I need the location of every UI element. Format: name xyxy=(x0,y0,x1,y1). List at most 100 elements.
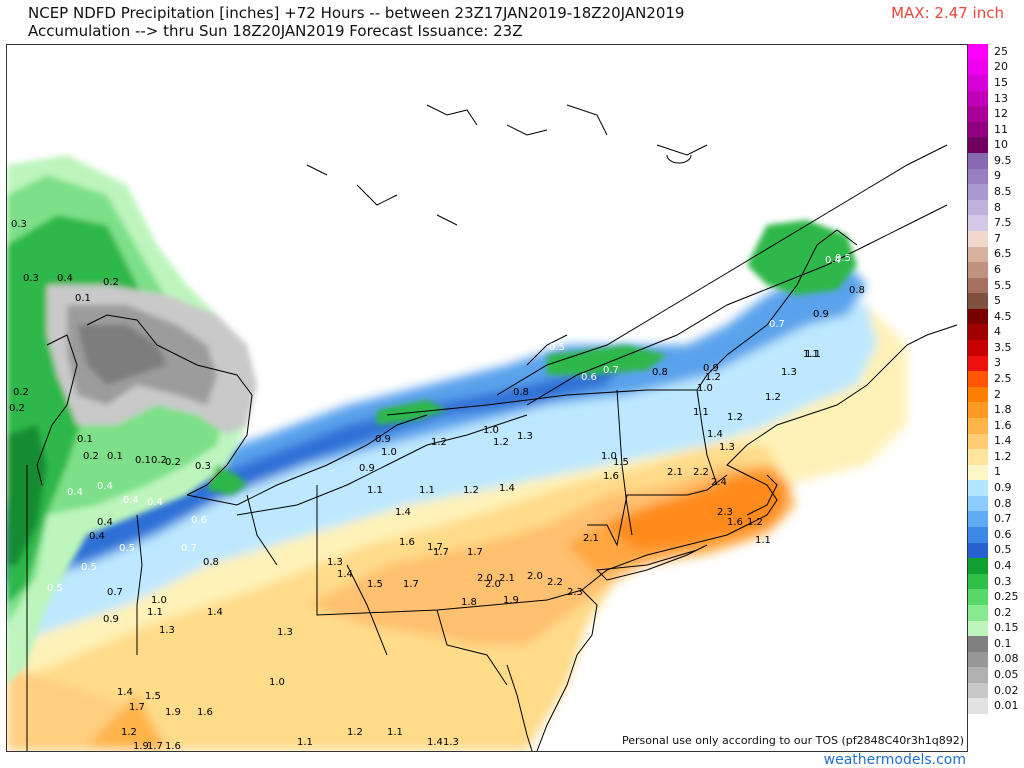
precip-value: 2.0 xyxy=(527,571,543,582)
legend-label: 4.5 xyxy=(994,309,1012,323)
legend-swatch xyxy=(968,262,988,279)
precip-value: 2.0 xyxy=(477,573,493,584)
precip-value: 0.4 xyxy=(123,495,139,506)
legend-label: 7 xyxy=(994,231,1001,245)
legend-label: 0.5 xyxy=(994,543,1012,557)
legend-label: 6.5 xyxy=(994,247,1012,261)
max-value-label: MAX: 2.47 inch xyxy=(891,4,1004,22)
precip-value: 0.5 xyxy=(549,342,565,353)
precip-value: 0.6 xyxy=(191,515,207,526)
precipitation-map: 0.3 0.4 0.2 0.3 0.1 0.2 0.2 0.1 0.2 0.1 0.1 0.2 0.2 0… xyxy=(6,44,968,752)
legend-label: 0.2 xyxy=(994,605,1012,619)
legend-swatch xyxy=(968,511,988,528)
legend-swatch xyxy=(968,246,988,263)
precip-value: 1.6 xyxy=(399,537,415,548)
precip-value: 1.2 xyxy=(121,727,137,738)
precip-value: 1.4 xyxy=(117,687,133,698)
legend-label: 0.9 xyxy=(994,481,1012,495)
precip-value: 0.3 xyxy=(23,273,39,284)
precip-value-labels: 0.30.4 0.20.30.10.20.20.10.2 0.1 0.1 0.20.2 0… xyxy=(9,219,865,751)
legend-swatch xyxy=(968,90,988,107)
precip-value: 0.5 xyxy=(47,583,63,594)
precip-value: 1.7 xyxy=(467,547,483,558)
legend-label: 0.1 xyxy=(994,636,1012,650)
precip-value: 1.0 xyxy=(483,425,499,436)
legend-swatch xyxy=(968,386,988,403)
legend-label: 0.4 xyxy=(994,558,1012,572)
precip-value: 1.1 xyxy=(693,407,709,418)
legend-label: 2.5 xyxy=(994,372,1012,385)
legend-label: 7.5 xyxy=(994,216,1012,230)
precip-value: 0.8 xyxy=(652,367,668,378)
legend-label: 1.4 xyxy=(994,434,1012,448)
legend-swatch xyxy=(968,371,988,388)
precip-value: 0.7 xyxy=(769,319,785,330)
color-legend xyxy=(968,44,990,715)
legend-swatch xyxy=(968,230,988,248)
precip-value: 1.9 xyxy=(165,707,181,718)
precip-value: 1.4 xyxy=(707,429,723,440)
legend-swatch xyxy=(968,667,988,684)
precip-value: 1.2 xyxy=(705,372,721,383)
precip-value: 0.2 xyxy=(151,455,167,466)
precip-value: 0.2 xyxy=(103,277,119,288)
precip-value: 0.2 xyxy=(9,403,25,414)
precip-value: 1.5 xyxy=(613,457,629,468)
site-watermark[interactable]: weathermodels.com xyxy=(823,752,966,768)
precip-value: 1.6 xyxy=(197,707,213,718)
precip-value: 1.0 xyxy=(697,383,713,394)
precip-value: 0.1 xyxy=(107,451,123,462)
precip-value: 0.7 xyxy=(107,587,123,598)
legend-swatch xyxy=(968,340,988,357)
legend-swatch xyxy=(968,604,988,621)
map-title: NCEP NDFD Precipitation [inches] +72 Hou… xyxy=(28,4,685,22)
legend-label: 12 xyxy=(994,107,1008,121)
precip-value: 0.4 xyxy=(89,531,105,542)
precip-value: 0.3 xyxy=(195,461,211,472)
precip-value: 0.8 xyxy=(513,387,529,398)
precip-value: 1.7 xyxy=(129,702,145,713)
legend-label: 25 xyxy=(994,44,1008,58)
legend-swatch xyxy=(968,558,988,575)
precip-value: 1.3 xyxy=(781,367,797,378)
precip-value: 1.3 xyxy=(159,625,175,636)
legend-label: 0.8 xyxy=(994,496,1012,510)
precip-value: 1.8 xyxy=(461,597,477,608)
legend-swatch xyxy=(968,199,988,216)
legend-swatch xyxy=(968,106,988,123)
map-subtitle: Accumulation --> thru Sun 18Z20JAN2019 F… xyxy=(28,22,523,40)
precip-value: 0.4 xyxy=(147,497,163,508)
legend-swatch xyxy=(968,449,988,466)
legend-swatch xyxy=(968,480,988,497)
precip-value: 0.7 xyxy=(603,365,619,376)
precip-value: 1.1 xyxy=(803,349,819,360)
legend-swatch xyxy=(968,184,988,201)
legend-label: 0.25 xyxy=(994,590,1019,604)
map-boundaries xyxy=(26,104,958,751)
legend-swatch xyxy=(968,402,988,419)
precip-value: 0.1 xyxy=(135,455,151,466)
precip-value: 2.3 xyxy=(717,507,733,518)
legend-label: 8.5 xyxy=(994,185,1012,199)
legend-swatch xyxy=(968,44,988,61)
precip-value: 1.1 xyxy=(755,535,771,546)
precip-value: 1.3 xyxy=(277,627,293,638)
precip-value: 0.4 xyxy=(97,517,113,528)
precip-value: 0.8 xyxy=(849,285,865,296)
legend-label: 15 xyxy=(994,75,1008,89)
legend-swatch xyxy=(968,433,988,450)
legend-swatch xyxy=(968,293,988,310)
legend-label: 13 xyxy=(994,91,1008,105)
precip-value: 2.1 xyxy=(499,573,515,584)
precip-value: 0.5 xyxy=(81,562,97,573)
precip-value: 1.4 xyxy=(395,507,411,518)
legend-label: 3 xyxy=(994,356,1001,370)
precip-value: 1.4 xyxy=(427,737,443,748)
precip-value: 1.0 xyxy=(601,451,617,462)
precip-value: 0.5 xyxy=(119,543,135,554)
precip-value: 1.5 xyxy=(145,691,161,702)
legend-label: 0.05 xyxy=(994,668,1019,682)
precip-value: 1.2 xyxy=(747,517,763,528)
precip-value: 0.2 xyxy=(83,451,99,462)
legend-swatch xyxy=(968,168,988,185)
